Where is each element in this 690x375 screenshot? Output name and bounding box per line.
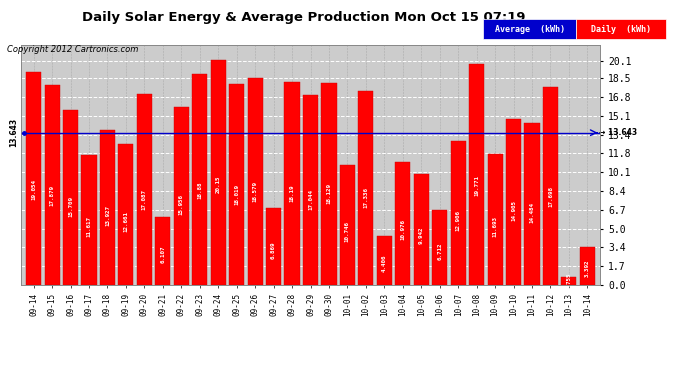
Bar [580,247,595,285]
Bar [414,174,428,285]
Bar [506,118,521,285]
Text: Daily  (kWh): Daily (kWh) [591,25,651,34]
Text: 17.698: 17.698 [548,186,553,207]
Bar [81,155,97,285]
Text: 18.88: 18.88 [197,182,202,199]
Text: 10.746: 10.746 [345,220,350,242]
Bar [155,217,170,285]
Text: 14.484: 14.484 [529,202,535,223]
Text: → 13.643: → 13.643 [600,128,638,137]
Bar [119,144,133,285]
Bar [100,129,115,285]
Text: 10.976: 10.976 [400,219,405,240]
Text: 19.771: 19.771 [474,175,479,196]
Text: Daily Solar Energy & Average Production Mon Oct 15 07:19: Daily Solar Energy & Average Production … [82,11,525,24]
Bar [543,87,558,285]
Bar [395,162,411,285]
Bar [377,236,392,285]
Text: 3.392: 3.392 [585,259,590,277]
Text: 18.019: 18.019 [234,184,239,205]
Text: 6.869: 6.869 [271,242,276,259]
Text: 17.044: 17.044 [308,189,313,210]
Text: 11.617: 11.617 [86,216,92,237]
Text: 17.087: 17.087 [142,189,147,210]
Text: 12.906: 12.906 [455,210,461,231]
Text: Average  (kWh): Average (kWh) [495,25,564,34]
Text: 18.129: 18.129 [326,183,331,204]
Text: 4.406: 4.406 [382,254,387,272]
Bar [358,92,373,285]
Text: 18.19: 18.19 [290,185,295,202]
Text: 17.336: 17.336 [364,188,368,209]
Text: 17.879: 17.879 [50,185,55,206]
Bar [248,78,263,285]
Text: 13.927: 13.927 [105,204,110,225]
Bar [45,86,59,285]
Text: 12.661: 12.661 [124,211,128,232]
Text: 9.942: 9.942 [419,226,424,244]
Bar [340,165,355,285]
Bar [174,107,189,285]
Text: 20.15: 20.15 [216,175,221,192]
Bar [303,95,318,285]
Text: 0.755: 0.755 [566,273,571,290]
Text: 15.956: 15.956 [179,194,184,215]
Bar [210,60,226,285]
Bar [562,277,576,285]
Bar [63,110,78,285]
Text: 19.054: 19.054 [31,179,36,200]
Text: 18.579: 18.579 [253,181,257,202]
Bar [322,82,337,285]
Text: 14.905: 14.905 [511,200,516,220]
Bar [488,154,502,285]
Text: 15.709: 15.709 [68,196,73,217]
Bar [284,82,299,285]
Text: 6.107: 6.107 [160,246,166,263]
Bar [266,209,281,285]
Bar [193,74,207,285]
Text: 6.712: 6.712 [437,243,442,260]
Text: 11.693: 11.693 [493,216,497,237]
Bar [229,84,244,285]
Bar [451,141,466,285]
Text: 13.643: 13.643 [9,118,18,147]
Bar [469,64,484,285]
Bar [432,210,447,285]
Text: Copyright 2012 Cartronics.com: Copyright 2012 Cartronics.com [7,45,138,54]
Bar [524,123,540,285]
Bar [26,72,41,285]
Bar [137,94,152,285]
